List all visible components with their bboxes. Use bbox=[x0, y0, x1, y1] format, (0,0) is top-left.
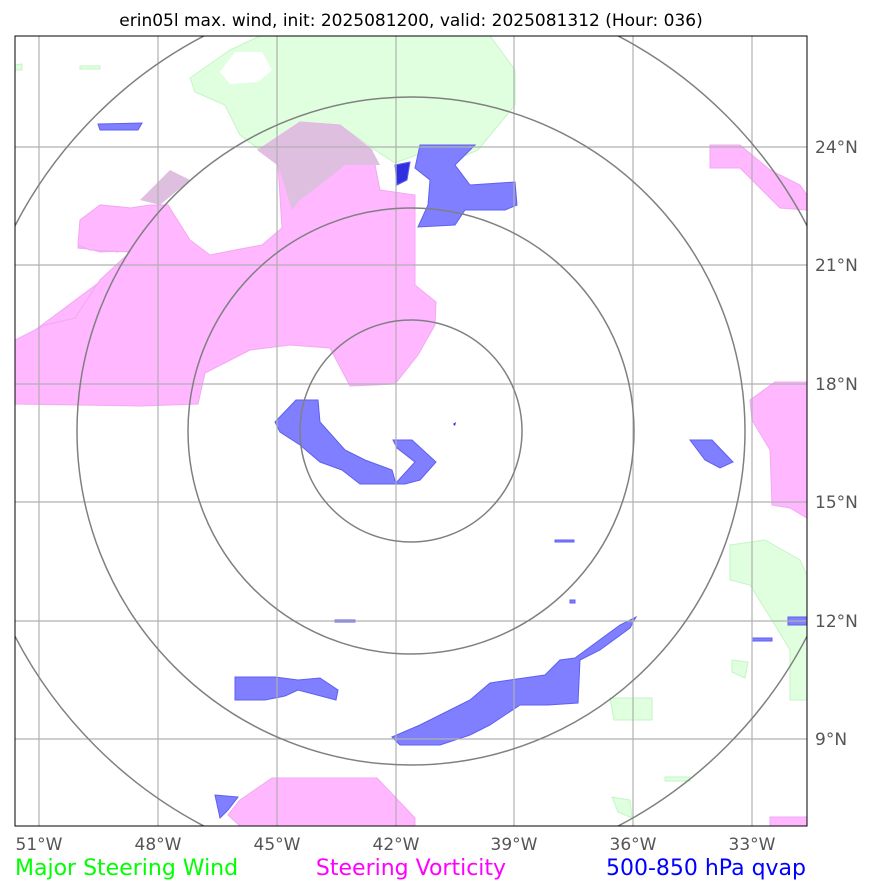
lon-tick-label: 36°W bbox=[610, 835, 657, 855]
lon-tick-label: 33°W bbox=[729, 835, 776, 855]
lat-tick-label: 24°N bbox=[815, 138, 858, 158]
map-frame bbox=[14, 35, 808, 827]
steering-vorticity-layer bbox=[15, 121, 807, 826]
legend-qvap: 500-850 hPa qvap bbox=[606, 856, 806, 881]
lat-tick-label: 12°N bbox=[815, 612, 858, 632]
legend-steering-vorticity: Steering Vorticity bbox=[316, 856, 506, 881]
range-ring-3 bbox=[76, 96, 746, 766]
lon-tick-label: 42°W bbox=[373, 835, 420, 855]
legend-steering-wind: Major Steering Wind bbox=[15, 856, 238, 881]
range-ring-1 bbox=[299, 319, 523, 543]
lon-tick-label: 48°W bbox=[135, 835, 182, 855]
lat-lon-grid bbox=[15, 36, 807, 826]
lon-tick-label: 39°W bbox=[491, 835, 538, 855]
range-rings bbox=[15, 36, 807, 826]
lat-tick-label: 18°N bbox=[815, 375, 858, 395]
lon-tick-label: 45°W bbox=[254, 835, 301, 855]
steering-wind-layer bbox=[15, 36, 807, 819]
lat-tick-label: 15°N bbox=[815, 493, 858, 513]
range-ring-2 bbox=[187, 207, 635, 655]
figure-title: erin05l max. wind, init: 2025081200, val… bbox=[119, 11, 702, 31]
legend: Major Steering Wind Steering Vorticity 5… bbox=[15, 856, 806, 881]
map-area bbox=[15, 36, 807, 826]
lat-tick-label: 21°N bbox=[815, 256, 858, 276]
lon-tick-label: 51°W bbox=[16, 835, 63, 855]
latitude-labels: 24°N 21°N 18°N 15°N 12°N 9°N bbox=[815, 138, 858, 750]
longitude-labels: 51°W 48°W 45°W 42°W 39°W 36°W 33°W bbox=[16, 835, 776, 855]
lat-tick-label: 9°N bbox=[815, 730, 847, 750]
